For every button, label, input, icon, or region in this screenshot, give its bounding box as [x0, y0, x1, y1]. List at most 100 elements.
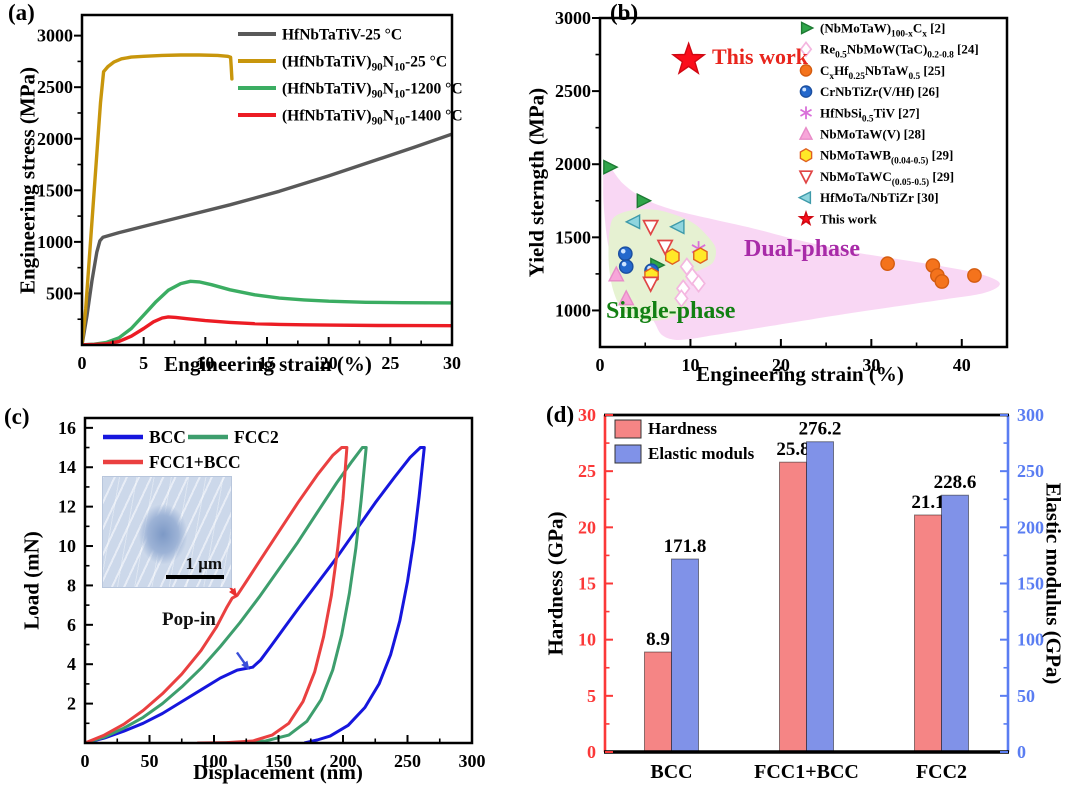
tick-label: 5 [587, 686, 596, 706]
tick-label: 10 [58, 536, 76, 556]
bar-value-label: 21.1 [911, 492, 944, 513]
point-triangle-left [669, 219, 685, 235]
panel-b-label: (b) [610, 0, 639, 25]
bar-hardness-FCC1+BCC [779, 461, 807, 753]
tick-label: 100 [201, 751, 228, 771]
point-hexagon [665, 248, 680, 266]
tick-label: 20 [320, 353, 338, 373]
single-phase-annotation: Single-phase [606, 298, 736, 324]
tick-label: 10 [681, 355, 699, 375]
curve--HfNbTaTiV-90-N-10-1400-C [82, 315, 452, 345]
legend-label: FCC1+BCC [149, 452, 241, 472]
legend-label: HfNbTaTiV-25 °C [282, 27, 402, 44]
tick-label: 250 [1017, 461, 1044, 481]
tick-label: 16 [58, 418, 76, 438]
tick-label: 150 [1017, 574, 1044, 594]
tick-label: 25 [381, 353, 399, 373]
tick-label: 0 [596, 355, 605, 375]
tick-label: 15 [258, 353, 276, 373]
point-circle [934, 274, 950, 289]
tick-label: 0 [587, 742, 596, 762]
point-triangle-left [624, 214, 641, 230]
tick-label: 30 [862, 355, 880, 375]
tick-label: 300 [1017, 405, 1044, 425]
tick-label: 200 [330, 751, 357, 771]
tick-label: 3000 [555, 8, 591, 28]
legend-swatch [614, 444, 642, 464]
point-circle [880, 256, 895, 272]
point-triangle-down-open [642, 219, 660, 237]
bar-hardness-FCC2 [914, 514, 943, 753]
panel-c-plot: 0 50 100 150 200 250 300 2 4 6 8 10 12 14 16 BCC FCC2 FCC… [58, 416, 486, 771]
tick-label: 6 [67, 615, 76, 635]
curve-BCC [85, 446, 426, 743]
tick-label: 2500 [37, 77, 73, 97]
legend-marker-triangle-right [800, 21, 815, 35]
scale-bar-label: 1 μm [185, 554, 222, 573]
point-ball-highlight [620, 248, 626, 254]
bar-value-label: 8.9 [646, 629, 670, 650]
tick-label: 0 [78, 353, 87, 373]
dual-phase-region [603, 162, 1000, 340]
category-label: FCC1+BCC [754, 761, 859, 783]
bar-elastic-moduls-FCC2 [941, 494, 970, 753]
pop-in-annotation: Pop-in [162, 609, 216, 630]
pop-in-arrowhead [241, 660, 250, 671]
legend-marker-hexagon [799, 147, 813, 163]
tick-label: 25 [578, 461, 596, 481]
panel-a-plot: 0 5 10 15 20 25 30 500 1000 1500 2000 2500 3000 HfNbT… [37, 13, 463, 373]
legend-marker-ball [799, 85, 813, 98]
point-hexagon [693, 247, 708, 265]
legend-label: This work [820, 211, 877, 226]
category-label: BCC [650, 761, 692, 783]
panel-c-yaxis-title: Load (mN) [19, 531, 44, 630]
curve-HfNbTaTiV-25-C [82, 132, 452, 345]
tick-label: 300 [459, 751, 486, 771]
legend-label: Re0.5NbMoW(TaC)0.2-0.8 [24] [820, 42, 979, 61]
legend-marker-triangle-down-open [798, 170, 814, 185]
curve--HfNbTaTiV-90-N-10-1200-C [82, 279, 452, 345]
point-triangle-up [608, 265, 625, 282]
curve--HfNbTaTiV-90-N-10-25-C [82, 53, 234, 345]
tick-label: 20 [772, 355, 790, 375]
tick-label: 20 [578, 517, 596, 537]
panel-d-right-axis-title: Elastic modulus (GPa) [1041, 482, 1066, 685]
bar-value-label: 228.6 [934, 472, 977, 493]
tick-label: 2 [67, 694, 76, 714]
panel-a-xaxis-title: Engineering strain (%) [164, 352, 372, 376]
tick-label: 12 [58, 497, 76, 517]
bar-hardness-BCC [643, 651, 672, 753]
legend-label: (HfNbTaTiV)90N10-1400 °C [282, 108, 463, 128]
tick-label: 1000 [37, 232, 73, 252]
point-triangle-right [603, 159, 619, 175]
category-label: FCC2 [916, 761, 967, 783]
panel-a-label: (a) [8, 0, 35, 25]
tick-label: 15 [578, 574, 596, 594]
point-ball [617, 246, 633, 262]
legend-marker-ball-highlight [802, 87, 807, 92]
tick-label: 50 [141, 751, 159, 771]
point-diamond-open [691, 274, 706, 294]
plot-area [82, 53, 452, 345]
legend-label: Elastic moduls [648, 444, 755, 463]
legend-label: HfMoTa/NbTiZr [30] [820, 190, 939, 205]
tick-label: 2000 [555, 154, 591, 174]
pop-in-arrowhead [229, 587, 238, 598]
tick-label: 10 [578, 630, 596, 650]
tick-label: 100 [1017, 630, 1044, 650]
panel-b-yaxis-title: Yield sterngth (MPa) [524, 87, 549, 278]
legend-marker-asterisk [800, 108, 812, 117]
point-diamond-open [674, 288, 689, 308]
tick-label: 14 [58, 457, 76, 477]
tick-label: 4 [67, 654, 76, 674]
legend-label: (NbMoTaW)100-xCx [2] [820, 21, 945, 40]
legend-marker-triangle-up [798, 126, 814, 140]
bar-elastic-moduls-FCC1+BCC [806, 441, 834, 753]
tick-label: 200 [1017, 517, 1044, 537]
point-triangle-up [617, 289, 635, 306]
legend-marker-circle [799, 64, 813, 77]
panel-b-xaxis-title: Engineering strain (%) [696, 362, 904, 386]
legend-marker-star [797, 209, 815, 226]
plot-area [603, 41, 1000, 340]
